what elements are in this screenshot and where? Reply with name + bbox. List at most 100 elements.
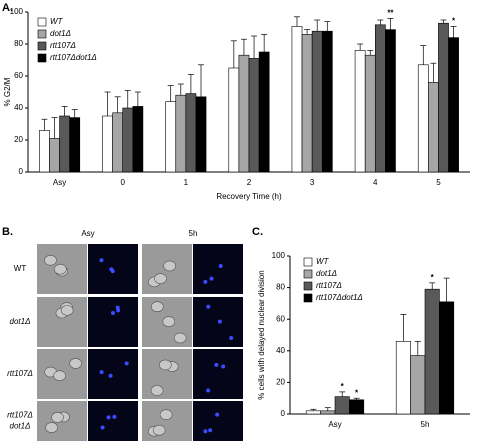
error-bar	[420, 45, 427, 65]
error-bar	[104, 91, 111, 116]
row-label: rtt107Δ	[7, 369, 33, 378]
bar	[69, 117, 81, 173]
bar	[424, 288, 440, 415]
x-tick-label: Asy	[53, 178, 66, 187]
bar	[195, 96, 207, 173]
error-bar	[198, 64, 205, 97]
cell	[45, 422, 58, 433]
dapi-image	[88, 401, 138, 441]
panel-label: C.	[252, 226, 263, 238]
error-bar	[187, 74, 194, 94]
bar	[102, 115, 113, 173]
error-bar	[293, 16, 300, 27]
cell	[163, 260, 176, 272]
nucleus	[110, 310, 115, 315]
y-tick-label: 40	[14, 103, 23, 112]
bar	[291, 26, 303, 173]
y-tick-label: 0	[281, 409, 286, 418]
bar	[364, 54, 376, 173]
y-tick-label: 60	[14, 71, 23, 80]
nucleus	[203, 429, 208, 434]
legend-label: WT	[50, 17, 64, 26]
bar	[320, 410, 336, 415]
error-bar	[377, 19, 384, 25]
error-bar	[443, 277, 450, 302]
bar	[301, 34, 313, 173]
nucleus	[206, 304, 211, 309]
bar	[334, 396, 350, 415]
error-bar	[177, 83, 184, 96]
error-bar	[314, 19, 321, 32]
legend-label: dot1Δ	[316, 269, 337, 278]
y-axis-label: % G2/M	[3, 77, 12, 106]
dapi-image	[88, 297, 138, 347]
panel-label: B.	[2, 226, 13, 238]
dic-image	[142, 349, 192, 399]
legend-swatch	[37, 41, 47, 51]
cell	[159, 359, 172, 371]
y-axis-label: % cells with delayed nuclear division	[257, 270, 266, 399]
dapi-image	[88, 349, 138, 399]
column-header: Asy	[81, 229, 94, 238]
bar	[417, 64, 429, 173]
bar	[248, 58, 260, 173]
nucleus	[206, 388, 211, 393]
nucleus	[100, 425, 105, 430]
dapi-image	[193, 401, 243, 441]
legend-label: rtt107Δdot1Δ	[316, 293, 363, 302]
error-bar	[251, 35, 258, 59]
y-tick-label: 20	[276, 378, 285, 387]
legend-swatch	[37, 53, 47, 63]
error-bar	[114, 96, 121, 113]
nucleus	[112, 414, 117, 419]
bar	[122, 107, 134, 173]
significance-mark: **	[387, 9, 394, 18]
row-label: dot1Δ	[10, 422, 31, 431]
error-bar	[134, 91, 141, 107]
legend-label: rtt107Δ	[316, 281, 342, 290]
cell	[53, 263, 67, 275]
nucleus	[99, 258, 104, 263]
error-bar	[450, 26, 457, 38]
bar	[439, 301, 455, 415]
bar	[59, 115, 70, 173]
bar	[49, 138, 60, 173]
bar	[448, 37, 459, 173]
bar	[228, 67, 240, 173]
legend-swatch	[37, 29, 47, 39]
y-tick-label: 20	[14, 135, 23, 144]
significance-mark: *	[341, 382, 345, 391]
error-bar	[387, 18, 394, 30]
bar	[132, 106, 144, 173]
bar	[354, 50, 366, 173]
error-bar	[304, 29, 311, 35]
bar	[321, 30, 333, 173]
error-bar	[324, 407, 331, 411]
panel-label: A.	[2, 2, 13, 14]
legend-swatch	[303, 257, 313, 267]
cell	[60, 305, 74, 316]
error-bar	[167, 85, 174, 102]
cell	[51, 412, 64, 423]
nucleus	[106, 415, 111, 420]
error-bar	[230, 40, 237, 68]
cell	[69, 358, 82, 369]
nucleus	[229, 335, 234, 340]
bar	[410, 355, 426, 415]
cell	[173, 332, 187, 344]
bar	[395, 341, 411, 415]
cell	[44, 254, 57, 266]
nucleus	[108, 373, 113, 378]
legend-swatch	[37, 17, 47, 27]
row-label: rtt107Δ	[7, 411, 33, 420]
dapi-image	[193, 244, 243, 294]
nucleus	[109, 267, 114, 272]
x-axis-label: Recovery Time (h)	[216, 192, 282, 201]
bar	[175, 94, 187, 173]
error-bar	[124, 90, 131, 108]
error-bar	[51, 117, 58, 139]
cell	[159, 409, 173, 420]
y-tick-label: 60	[276, 314, 285, 323]
significance-mark: *	[355, 388, 359, 397]
nucleus	[124, 361, 129, 366]
